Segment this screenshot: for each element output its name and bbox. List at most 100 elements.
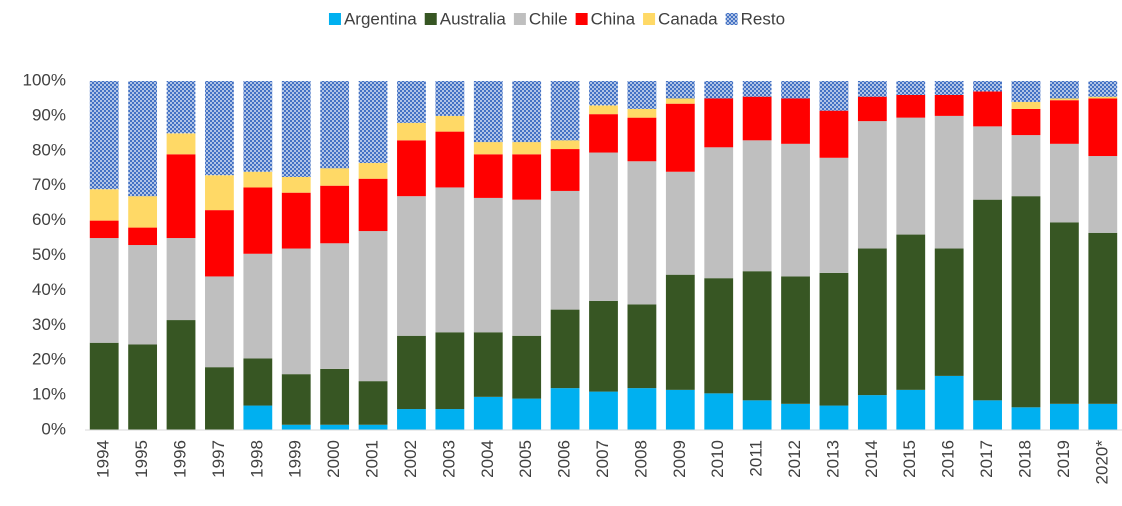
y-tick-label: 0% xyxy=(41,419,66,438)
bar-segment xyxy=(1088,81,1118,97)
x-tick-label: 2017 xyxy=(977,440,996,478)
legend-swatch xyxy=(424,13,437,25)
bar-segment xyxy=(896,81,926,95)
bar-segment xyxy=(512,398,542,430)
bar-segment xyxy=(243,405,273,430)
bar-segment xyxy=(550,149,580,191)
bar-segment xyxy=(281,81,311,177)
bar-segment xyxy=(358,178,388,232)
bar-segment xyxy=(1049,100,1079,144)
bar-segment xyxy=(1011,101,1041,109)
bar-segment xyxy=(550,190,580,310)
bar-segment xyxy=(397,409,426,430)
bar-segment xyxy=(627,161,657,305)
bar-segment xyxy=(281,374,311,425)
bar-segment xyxy=(819,110,849,158)
bar-segment xyxy=(742,271,772,401)
bar-segment xyxy=(397,81,426,123)
bar-segment xyxy=(473,332,503,397)
y-tick-label: 10% xyxy=(32,385,66,404)
bar-segment xyxy=(550,81,580,141)
bar-segment xyxy=(512,335,542,399)
bar-segment xyxy=(435,332,465,410)
bar-segment xyxy=(665,81,695,99)
x-tick-label: 2018 xyxy=(1015,440,1034,478)
bar-segment xyxy=(358,81,388,164)
legend-label: Australia xyxy=(440,9,507,28)
x-tick-label: 2005 xyxy=(516,440,535,478)
bar-segment xyxy=(973,91,1002,127)
bar-segment xyxy=(1088,232,1118,404)
x-tick-label: 1994 xyxy=(94,440,113,478)
x-tick-label: 1996 xyxy=(171,440,190,478)
bar-segment xyxy=(665,171,695,275)
bar-segment xyxy=(742,96,772,141)
bar-segment xyxy=(589,105,618,115)
bar-segment xyxy=(205,276,234,368)
bar-segment xyxy=(896,94,926,118)
bar-segment xyxy=(89,342,119,430)
x-tick-label: 2003 xyxy=(439,440,458,478)
legend-swatch xyxy=(643,13,656,25)
bar-segment xyxy=(589,81,618,106)
x-tick-label: 2007 xyxy=(593,440,612,478)
bar-segment xyxy=(934,248,964,376)
bar-segment xyxy=(435,115,465,132)
bar-segment xyxy=(1011,407,1041,430)
bar-segment xyxy=(320,243,350,369)
y-tick-label: 20% xyxy=(32,350,66,369)
x-tick-label: 2019 xyxy=(1054,440,1073,478)
bar-segment xyxy=(166,133,196,155)
bar-segment xyxy=(243,358,273,406)
bar-segment xyxy=(665,389,695,430)
bar-segment xyxy=(1011,135,1041,197)
bar-segment xyxy=(1088,98,1118,157)
bar-segment xyxy=(512,199,542,336)
bar-segment xyxy=(358,381,388,425)
x-tick-label: 2009 xyxy=(670,440,689,478)
bar-segment xyxy=(665,103,695,172)
bar-segment xyxy=(435,81,465,116)
bar-segment xyxy=(627,304,657,389)
bar-segment xyxy=(857,81,887,97)
legend: Argentina Australia Chile China Canada Resto xyxy=(328,9,785,28)
x-tick-label: 2011 xyxy=(747,440,766,477)
bar-segment xyxy=(358,231,388,382)
bar-segment xyxy=(128,344,158,430)
bar-segment xyxy=(704,98,734,148)
bar-segment xyxy=(166,238,196,321)
bar-segment xyxy=(857,395,887,430)
bar-segment xyxy=(665,274,695,390)
bar-segment xyxy=(934,375,964,430)
legend-swatch xyxy=(575,13,588,25)
bar-segment xyxy=(704,147,734,279)
bar-segment xyxy=(896,117,926,235)
x-tick-label: 1995 xyxy=(132,440,151,478)
x-tick-label: 2015 xyxy=(900,440,919,478)
bar-segment xyxy=(128,227,158,246)
legend-swatch xyxy=(513,13,526,25)
y-tick-label: 90% xyxy=(32,105,66,124)
bar-segment xyxy=(934,115,964,249)
bar-segment xyxy=(627,388,657,430)
bar-segment xyxy=(166,81,196,134)
bar-segment xyxy=(320,168,350,186)
bar-segment xyxy=(320,81,350,169)
x-tick-label: 2010 xyxy=(708,440,727,478)
bar-segment xyxy=(281,248,311,375)
bar-segment xyxy=(281,424,311,430)
bar-segment xyxy=(973,81,1002,92)
bar-segment xyxy=(89,189,119,221)
bar-segment xyxy=(473,81,503,143)
y-tick-label: 70% xyxy=(32,175,66,194)
bar-segment xyxy=(281,192,311,249)
bar-segment xyxy=(1088,96,1118,99)
bar-segment xyxy=(1088,403,1118,430)
bar-segment xyxy=(128,245,158,345)
bar-segment xyxy=(589,391,618,430)
bar-segment xyxy=(243,81,273,172)
bar-segment xyxy=(781,98,810,144)
x-tick-label: 2020* xyxy=(1092,440,1111,485)
legend-swatch xyxy=(328,13,341,25)
y-tick-label: 100% xyxy=(23,70,66,89)
